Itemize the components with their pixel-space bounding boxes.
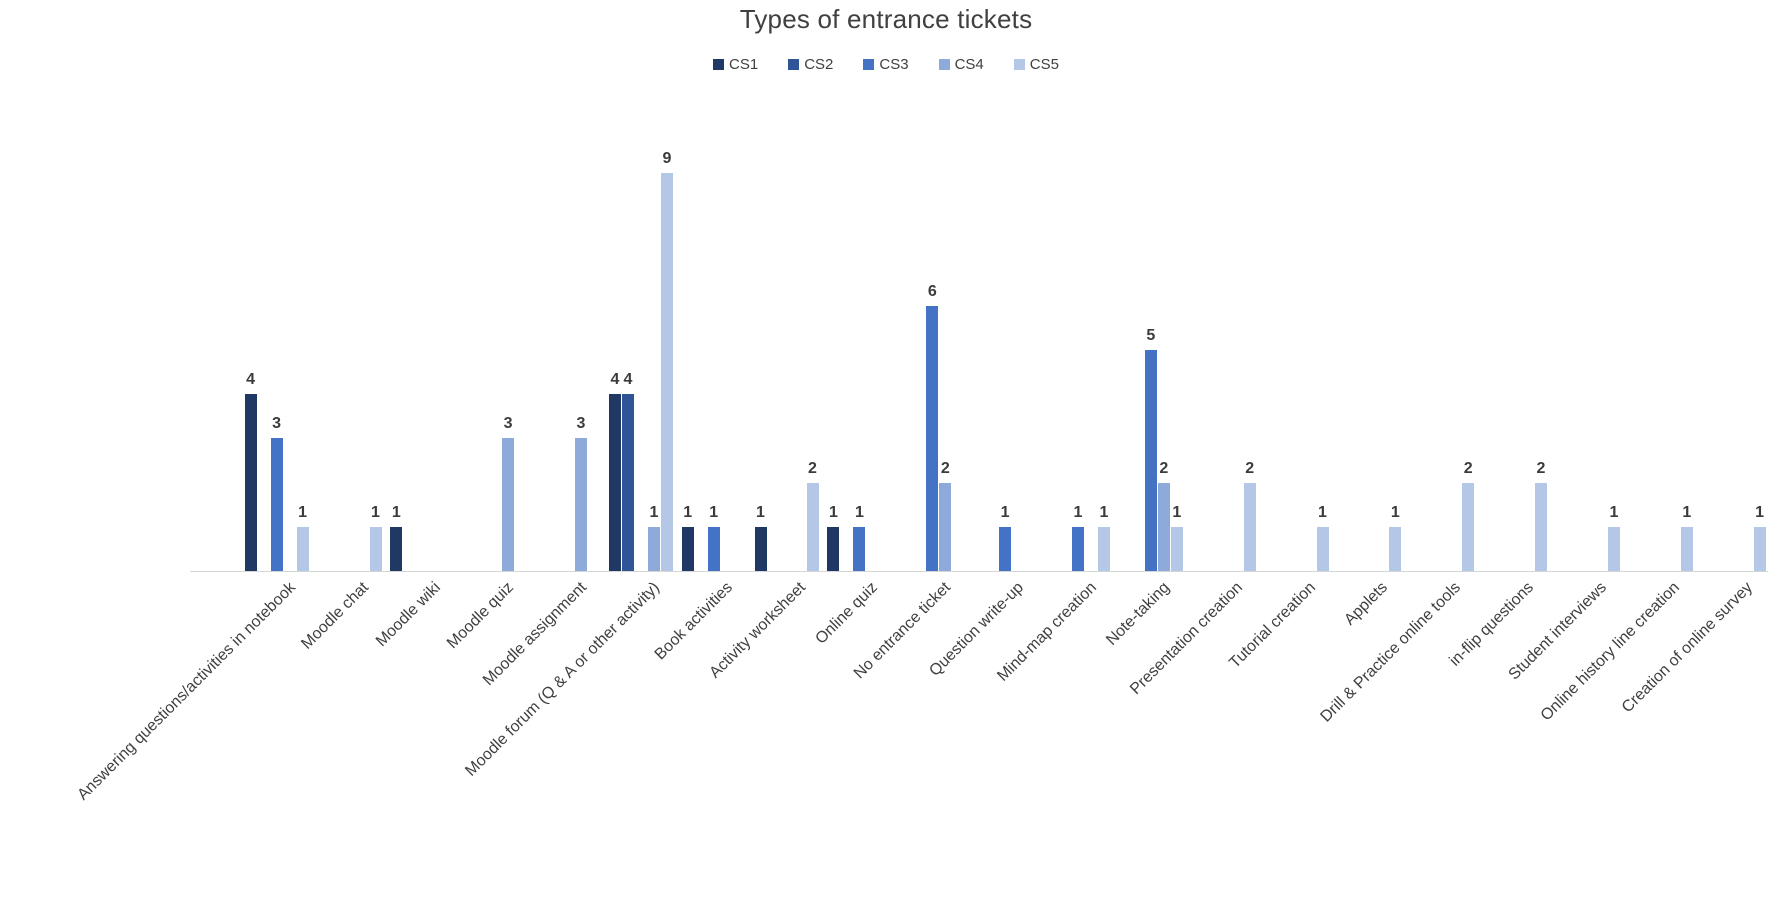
legend-label: CS5 [1029,56,1059,73]
bar-value-label: 1 [1609,504,1619,521]
bar-cs5 [1753,527,1766,571]
bar-value-label: 5 [1146,327,1156,344]
bar-value-label: 4 [246,371,256,388]
bar-value-label: 4 [610,371,620,388]
legend-item-cs4: CS4 [938,56,984,73]
bar-cs5 [660,173,673,571]
bar-value-label: 9 [662,150,672,167]
legend-label: CS1 [729,56,759,73]
bar-value-label: 1 [1390,504,1400,521]
bar-cs1 [608,394,621,571]
bar-cs3 [926,306,939,571]
bar-cs5 [1535,483,1547,571]
bar-cs2 [621,394,634,571]
legend-label: CS3 [879,56,909,73]
bar-cs1 [390,527,403,571]
chart-title: Types of entrance tickets [739,4,1033,34]
bar-value-label: 1 [683,504,693,521]
bar-value-label: 1 [298,504,308,521]
bar-value-label: 2 [1159,460,1169,477]
bar-value-label: 1 [1000,504,1010,521]
bar-value-label: 4 [623,371,633,388]
bar-value-label: 2 [808,460,817,477]
bar-cs1 [244,394,257,571]
bar-cs3 [1144,350,1157,571]
bar-cs5 [806,483,819,571]
bar-value-label: 1 [1172,504,1182,521]
bar-cs1 [827,527,840,571]
legend-item-cs2: CS2 [788,56,833,73]
legend-item-cs3: CS3 [863,56,909,73]
x-axis-line [190,571,1768,572]
legend-item-cs5: CS5 [1013,56,1059,73]
bar-cs1 [754,527,767,571]
bar-cs3 [707,527,720,571]
bar-value-label: 3 [272,415,282,432]
bar-value-label: 1 [391,504,401,521]
bar-value-label: 1 [828,504,838,521]
bar-cs5 [369,527,382,571]
bar-cs5 [296,527,309,571]
bar-cs5 [1680,527,1693,571]
legend-swatch [938,59,950,70]
legend-swatch [1013,59,1025,70]
bar-cs4 [647,527,660,571]
bar-cs4 [575,438,587,571]
bar-value-label: 3 [576,415,586,432]
legend-label: CS2 [804,56,834,73]
bar-value-label: 2 [1463,460,1473,477]
bar-cs5 [1462,483,1475,571]
bar-value-label: 1 [709,504,719,521]
bar-value-label: 3 [503,415,513,432]
bar-value-label: 1 [649,504,659,521]
legend-swatch [713,59,725,70]
bar-cs5 [1607,527,1620,571]
bar-value-label: 1 [756,504,765,521]
bar-cs1 [681,527,694,571]
bar-value-label: 1 [1073,504,1083,521]
bar-value-label: 2 [940,460,950,477]
bar-cs5 [1097,527,1110,571]
legend-swatch [863,59,875,70]
bar-cs5 [1389,527,1402,571]
bar-cs3 [1071,527,1084,571]
legend: CS1 CS2 CS3 CS4 CS5 [0,56,1772,73]
legend-item-cs1: CS1 [713,56,758,73]
bar-cs4 [1157,483,1170,571]
bar-value-label: 2 [1536,460,1546,477]
bar-cs5 [1316,527,1329,571]
bar-value-label: 6 [927,283,937,300]
bar-cs5 [1243,483,1256,571]
legend-label: CS4 [954,56,984,73]
bar-value-label: 1 [1099,504,1109,521]
bar-value-label: 1 [1682,504,1692,521]
bar-cs3 [999,527,1012,571]
bar-value-label: 2 [1245,460,1255,477]
bar-cs5 [1170,527,1183,571]
legend-swatch [788,59,800,70]
bar-cs4 [939,483,952,571]
bar-value-label: 1 [854,504,864,521]
bar-cs3 [270,438,283,571]
bar-value-label: 1 [1755,504,1765,521]
bar-cs3 [853,527,866,571]
bar-cs4 [502,438,515,571]
bar-value-label: 1 [371,504,380,521]
bar-value-label: 1 [1318,504,1327,521]
